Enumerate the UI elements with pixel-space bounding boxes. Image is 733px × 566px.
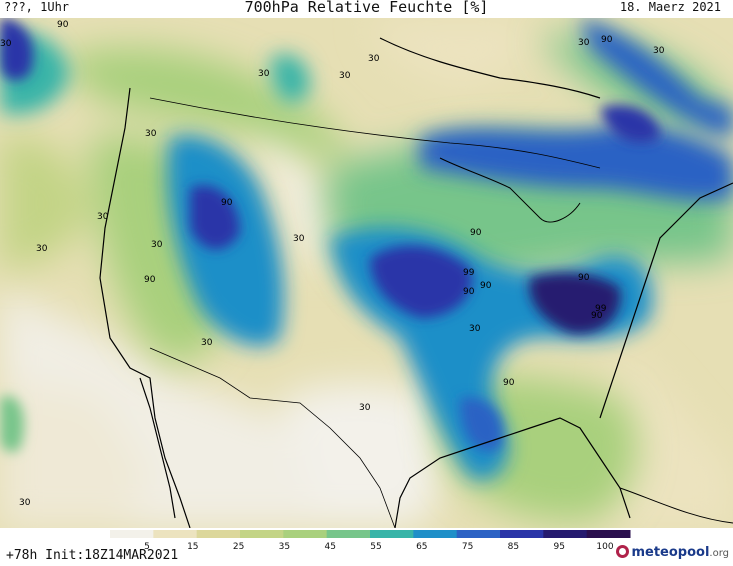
legend-tick-label: 35 (279, 542, 290, 550)
legend-tick-label: 100 (596, 542, 613, 550)
run-info: +78h Init:18Z14MAR2021 (6, 548, 179, 563)
contour-label: 30 (201, 338, 213, 348)
legend-swatch (326, 530, 371, 538)
contour-label: 90 (470, 228, 482, 238)
contour-label: 30 (359, 403, 371, 413)
contour-label: 30 (578, 38, 590, 48)
canada-us-border (149, 97, 601, 169)
contour-label: 30 (145, 129, 157, 139)
us-mexico-border (149, 347, 396, 528)
legend-swatch (370, 530, 414, 538)
legend-tick-label: 25 (233, 542, 244, 550)
legend-swatch (543, 530, 588, 538)
coastlines (99, 37, 733, 528)
contour-label: 99 (595, 304, 607, 314)
baja-california (139, 377, 176, 519)
contour-label: 90 (591, 311, 603, 321)
contour-label: 90 (503, 378, 515, 388)
legend-swatch (283, 530, 328, 538)
contour-label: 30 (293, 234, 305, 244)
meteopool-logo-icon (616, 545, 630, 558)
legend-tick-label: 5 (144, 542, 150, 550)
legend-tick-label: 15 (187, 542, 198, 550)
contour-label: 30 (151, 240, 163, 250)
contour-label: 90 (221, 198, 233, 208)
contour-label: 30 (653, 46, 665, 56)
contour-label: 30 (368, 54, 380, 64)
logo-tld: .org (709, 548, 729, 559)
legend-swatch (586, 530, 631, 538)
contour-label: 90 (578, 273, 590, 283)
contour-label: 30 (19, 498, 31, 508)
legend-swatch (413, 530, 458, 538)
footer: 5 15 25 35 45 55 65 75 85 95 100 +78h Init:18Z14MA… (0, 528, 733, 566)
legend-tick-label: 85 (508, 542, 519, 550)
east-coast (599, 182, 733, 419)
legend-tick-label: 65 (416, 542, 427, 550)
legend-swatch (240, 530, 284, 538)
contour-label: 30 (97, 212, 109, 222)
legend-swatch (456, 530, 501, 538)
hudson-bay-edge (379, 37, 601, 99)
contour-label: 90 (480, 281, 492, 291)
map-title: 700hPa Relative Feuchte [%] (244, 0, 489, 16)
contour-label: 90 (57, 20, 69, 30)
contour-label: 30 (258, 69, 270, 79)
west-coast (99, 87, 191, 528)
legend-tick-label: 45 (324, 542, 335, 550)
legend-tick-label: 75 (462, 542, 473, 550)
legend-swatch (153, 530, 198, 538)
color-scale-legend: 5 15 25 35 45 55 65 75 85 95 100 (110, 530, 631, 550)
valid-time-label: ???, 1Uhr (4, 0, 70, 14)
great-lakes (439, 157, 581, 223)
contour-label: 90 (463, 287, 475, 297)
saturated-cores (0, 18, 660, 453)
meteopool-logo[interactable]: meteopool.org (616, 545, 729, 560)
gulf-coast (394, 417, 631, 528)
legend-swatch (500, 530, 544, 538)
legend-tick-label: 95 (553, 542, 564, 550)
legend-tick-label: 55 (370, 542, 381, 550)
cuba (619, 487, 733, 524)
date-label: 18. Maerz 2021 (619, 0, 721, 14)
header: ???, 1Uhr 700hPa Relative Feuchte [%] 18… (0, 0, 733, 18)
contour-label: 90 (601, 35, 613, 45)
contour-label: 30 (36, 244, 48, 254)
dry-regions (0, 18, 733, 528)
contour-label: 30 (0, 39, 12, 49)
contour-label: 90 (144, 275, 156, 285)
legend-swatch (110, 530, 154, 538)
legend-swatch (196, 530, 241, 538)
contour-label: 30 (469, 324, 481, 334)
logo-brand: meteopool (631, 545, 710, 560)
contour-label: 30 (339, 71, 351, 81)
contour-label: 99 (463, 268, 475, 278)
